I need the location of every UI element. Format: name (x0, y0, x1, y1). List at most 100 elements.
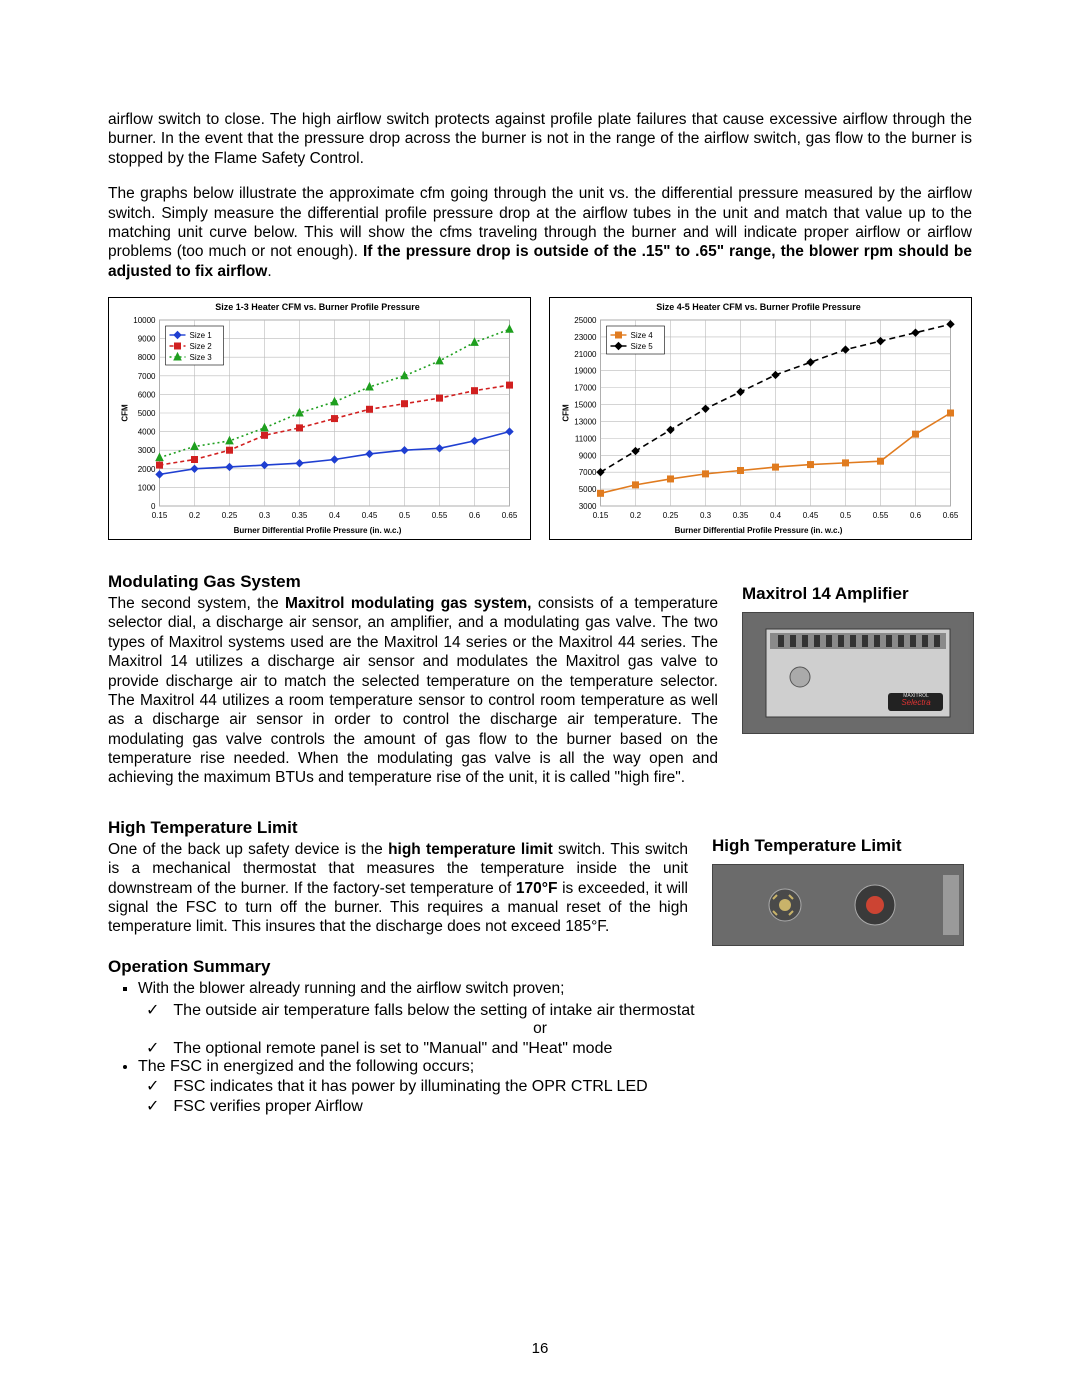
op-or: or (108, 1020, 972, 1038)
op-line-2b: FSC verifies proper Airflow (146, 1096, 972, 1116)
svg-text:0.55: 0.55 (873, 511, 889, 520)
svg-text:0.3: 0.3 (259, 511, 271, 520)
svg-text:0.65: 0.65 (943, 511, 959, 520)
intro-para-2: The graphs below illustrate the approxim… (108, 184, 972, 281)
svg-text:0.25: 0.25 (663, 511, 679, 520)
svg-text:5000: 5000 (579, 485, 597, 494)
page-number: 16 (0, 1340, 1080, 1357)
svg-text:Size 2: Size 2 (190, 342, 213, 351)
svg-text:10000: 10000 (133, 316, 156, 325)
htl-left-col: High Temperature Limit One of the back u… (108, 808, 688, 947)
svg-text:0.55: 0.55 (432, 511, 448, 520)
chart-2-svg: 0.15 0.2 0.25 0.3 0.35 0.4 0.45 0.5 0.55 0.6 0.65 3… (552, 314, 965, 524)
maxitrol-amplifier-image: Selectra MAXITROL (742, 612, 974, 734)
op-bullet-2: The FSC in energized and the following o… (108, 1058, 972, 1076)
svg-text:13000: 13000 (574, 417, 597, 426)
svg-text:0.35: 0.35 (292, 511, 308, 520)
svg-text:0.5: 0.5 (399, 511, 411, 520)
svg-text:MAXITROL: MAXITROL (903, 693, 929, 699)
htl-b: high temperature limit (388, 841, 553, 858)
mod-c: consists of a temperature selector dial,… (108, 595, 718, 786)
svg-text:0.2: 0.2 (630, 511, 642, 520)
svg-text:7000: 7000 (138, 372, 156, 381)
mod-left-col: Modulating Gas System The second system,… (108, 562, 718, 804)
svg-text:19000: 19000 (574, 367, 597, 376)
svg-text:0: 0 (151, 502, 156, 511)
svg-text:8000: 8000 (138, 353, 156, 362)
chart-1-box: Size 1-3 Heater CFM vs. Burner Profile P… (108, 297, 531, 540)
intro-para-1: airflow switch to close. The high airflo… (108, 110, 972, 168)
svg-text:Size 4: Size 4 (631, 331, 654, 340)
op-line-2: The FSC in energized and the following o… (138, 1058, 972, 1076)
svg-text:0.4: 0.4 (770, 511, 782, 520)
chart-1-xlabel: Burner Differential Profile Pressure (in… (111, 526, 524, 535)
svg-text:7000: 7000 (579, 468, 597, 477)
op-line-1b: The optional remote panel is set to "Man… (146, 1038, 972, 1058)
svg-text:0.5: 0.5 (840, 511, 852, 520)
chart-1-title: Size 1-3 Heater CFM vs. Burner Profile P… (111, 302, 524, 312)
mod-right-col: Maxitrol 14 Amplifier Selectra MAXITROL (742, 562, 972, 804)
op-inner-1b: The optional remote panel is set to "Man… (108, 1038, 972, 1058)
svg-text:Size 3: Size 3 (190, 353, 213, 362)
htl-para: One of the back up safety device is the … (108, 840, 688, 937)
op-summary-list: With the blower already running and the … (108, 979, 972, 1000)
mod-para: The second system, the Maxitrol modulati… (108, 594, 718, 788)
svg-text:3000: 3000 (579, 502, 597, 511)
chart-2-box: Size 4-5 Heater CFM vs. Burner Profile P… (549, 297, 972, 540)
svg-text:6000: 6000 (138, 390, 156, 399)
svg-text:2000: 2000 (138, 465, 156, 474)
p2-c: . (267, 263, 271, 280)
mod-title: Modulating Gas System (108, 572, 718, 592)
svg-text:9000: 9000 (138, 335, 156, 344)
svg-text:0.15: 0.15 (593, 511, 609, 520)
svg-text:0.6: 0.6 (469, 511, 481, 520)
svg-text:5000: 5000 (138, 409, 156, 418)
svg-text:0.2: 0.2 (189, 511, 201, 520)
svg-text:4000: 4000 (138, 428, 156, 437)
op-title: Operation Summary (108, 957, 972, 977)
svg-text:0.45: 0.45 (362, 511, 378, 520)
htl-right-col: High Temperature Limit (712, 808, 972, 947)
htl-title: High Temperature Limit (108, 818, 688, 838)
high-temp-limit-image (712, 864, 964, 946)
svg-text:17000: 17000 (574, 384, 597, 393)
svg-text:0.15: 0.15 (152, 511, 168, 520)
document-page: airflow switch to close. The high airflo… (0, 0, 1080, 1397)
svg-text:11000: 11000 (575, 434, 597, 443)
svg-text:Size 1: Size 1 (190, 331, 213, 340)
op-inner-2: FSC indicates that it has power by illum… (108, 1076, 972, 1116)
svg-text:9000: 9000 (579, 451, 597, 460)
svg-text:0.4: 0.4 (329, 511, 341, 520)
op-line-2a: FSC indicates that it has power by illum… (146, 1076, 972, 1096)
svg-text:15000: 15000 (574, 401, 597, 410)
svg-text:25000: 25000 (574, 316, 597, 325)
chart-2-xlabel: Burner Differential Profile Pressure (in… (552, 526, 965, 535)
mod-b: Maxitrol modulating gas system, (285, 595, 531, 612)
svg-text:21000: 21000 (574, 350, 597, 359)
htl-a: One of the back up safety device is the (108, 841, 388, 858)
svg-text:CFM: CFM (562, 404, 571, 422)
op-line-1: With the blower already running and the … (138, 979, 972, 1000)
svg-text:Selectra: Selectra (901, 698, 931, 707)
svg-text:3000: 3000 (138, 446, 156, 455)
chart-1-svg: 0.15 0.2 0.25 0.3 0.35 0.4 0.45 0.5 0.55 0.6 0.65 0… (111, 314, 524, 524)
svg-text:0.45: 0.45 (803, 511, 819, 520)
side1-title: Maxitrol 14 Amplifier (742, 584, 972, 604)
svg-text:0.35: 0.35 (733, 511, 749, 520)
svg-text:0.3: 0.3 (700, 511, 712, 520)
side2-title: High Temperature Limit (712, 836, 972, 856)
svg-text:0.6: 0.6 (910, 511, 922, 520)
mod-a: The second system, the (108, 595, 285, 612)
htl-section-row: High Temperature Limit One of the back u… (108, 808, 972, 947)
svg-text:0.65: 0.65 (502, 511, 518, 520)
op-inner-1: The outside air temperature falls below … (108, 1000, 972, 1020)
svg-text:CFM: CFM (121, 404, 130, 422)
svg-text:Size 5: Size 5 (631, 342, 654, 351)
svg-text:1000: 1000 (138, 483, 156, 492)
svg-text:23000: 23000 (574, 333, 597, 342)
mod-section-row: Modulating Gas System The second system,… (108, 562, 972, 804)
charts-row: Size 1-3 Heater CFM vs. Burner Profile P… (108, 297, 972, 540)
chart-2-title: Size 4-5 Heater CFM vs. Burner Profile P… (552, 302, 965, 312)
htl-d: 170°F (516, 880, 558, 897)
svg-text:0.25: 0.25 (222, 511, 238, 520)
